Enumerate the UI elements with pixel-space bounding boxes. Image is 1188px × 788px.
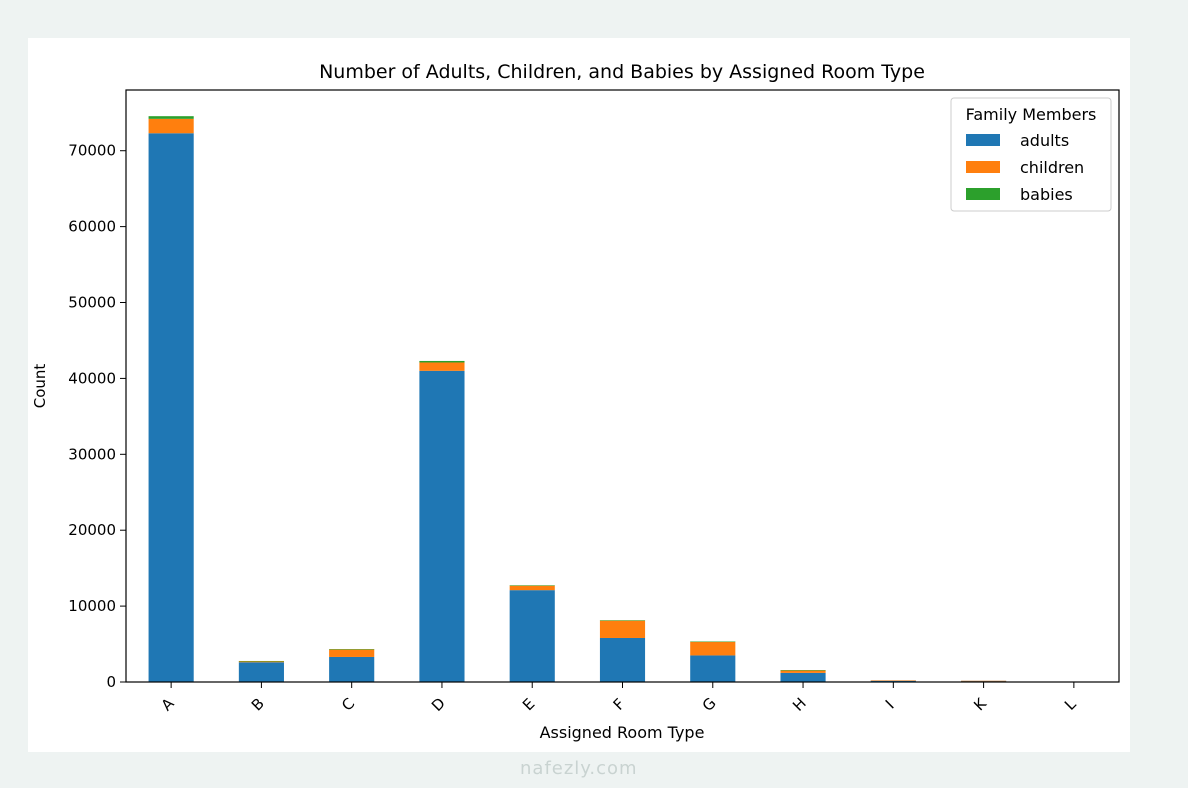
bar-adults-F: [599, 637, 646, 682]
legend-label-adults: adults: [1020, 131, 1069, 150]
watermark-text: nafezly.com: [520, 758, 638, 779]
y-tick-label: 20000: [68, 521, 116, 539]
bar-children-D: [419, 362, 465, 371]
y-tick-label: 50000: [68, 294, 116, 312]
x-tick-label: G: [699, 694, 720, 715]
bar-babies-F: [599, 620, 646, 621]
bar-children-K: [961, 680, 1007, 682]
x-tick-label: D: [428, 694, 449, 715]
bar-babies-E: [509, 585, 555, 586]
bar-babies-G: [690, 641, 736, 643]
x-tick-label: A: [158, 694, 179, 715]
x-tick-label: K: [970, 694, 991, 715]
bar-adults-G: [690, 655, 736, 682]
y-tick-label: 60000: [68, 218, 116, 236]
chart-card: Number of Adults, Children, and Babies b…: [28, 38, 1130, 752]
bar-adults-I: [870, 680, 916, 682]
bar-children-I: [870, 680, 916, 681]
legend-frame: [950, 97, 1112, 212]
bar-children-E: [509, 585, 555, 591]
bar-adults-C: [329, 656, 375, 682]
x-tick-label: C: [338, 694, 358, 714]
x-axis-label: Assigned Room Type: [540, 723, 705, 742]
legend-swatch-children: [966, 161, 1000, 173]
x-tick-label: L: [1061, 695, 1080, 714]
y-tick-label: 0: [106, 673, 116, 691]
legend-label-babies: babies: [1020, 185, 1073, 204]
x-tick-label: B: [248, 694, 268, 714]
y-tick-label: 10000: [68, 597, 116, 615]
bar-adults-B: [238, 662, 284, 682]
x-tick-label: F: [610, 695, 629, 714]
y-axis-label: Count: [31, 364, 49, 409]
bar-children-F: [599, 620, 646, 638]
legend-items: adults children babies: [966, 131, 1084, 204]
bar-babies-D: [419, 360, 465, 363]
y-tick-label: 40000: [68, 369, 116, 387]
bar-children-H: [780, 670, 826, 673]
legend-label-children: children: [1020, 158, 1084, 177]
x-tick-label: H: [789, 694, 810, 715]
y-tick-label: 30000: [68, 445, 116, 463]
bar-adults-A: [148, 133, 194, 682]
bars: [148, 116, 1097, 683]
bar-adults-H: [780, 672, 826, 682]
bar-adults-D: [419, 370, 465, 682]
chart-title: Number of Adults, Children, and Babies b…: [319, 61, 925, 83]
bar-babies-C: [329, 649, 375, 650]
bar-children-B: [238, 661, 284, 663]
bar-children-G: [690, 641, 736, 656]
legend-swatch-adults: [966, 134, 1000, 146]
x-tick-label: I: [882, 697, 898, 713]
x-tick-label: E: [519, 695, 538, 714]
bar-babies-B: [238, 660, 284, 662]
bar-children-A: [148, 118, 194, 134]
legend-title: Family Members: [966, 105, 1097, 124]
bar-babies-H: [780, 670, 826, 671]
y-axis: 0 10000 20000 30000 40000 50000 60000 70000: [68, 142, 126, 691]
legend: Family Members adults children babies: [950, 97, 1112, 212]
legend-swatch-babies: [966, 188, 1000, 200]
bar-adults-E: [509, 590, 555, 682]
bar-children-C: [329, 649, 375, 657]
bar-babies-A: [148, 116, 194, 119]
chart: Number of Adults, Children, and Babies b…: [31, 61, 1120, 742]
y-tick-label: 70000: [68, 142, 116, 160]
